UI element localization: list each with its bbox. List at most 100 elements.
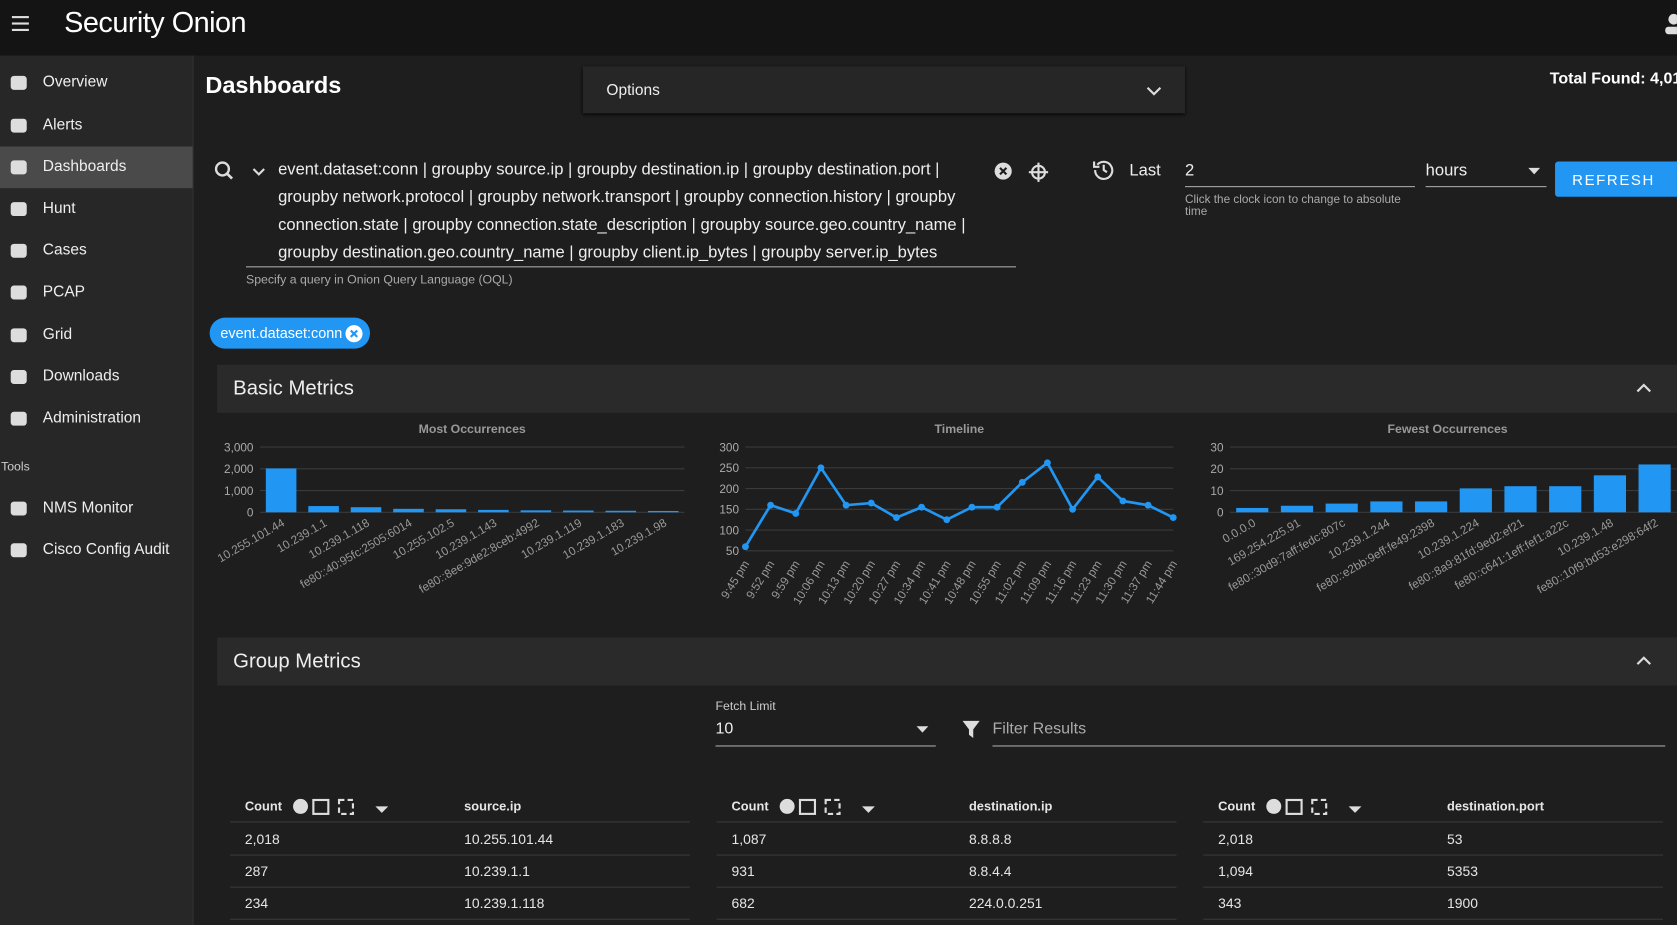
bar (1504, 486, 1537, 513)
nav-item[interactable]: Alerts (0, 105, 193, 147)
y-tick-label: 1,000 (224, 485, 254, 498)
chart-title: Timeline (935, 422, 985, 436)
group-metrics-header[interactable]: Group Metrics (217, 637, 1677, 686)
filter-icon (962, 720, 980, 738)
nav-icon (10, 370, 27, 384)
query-hint: Specify a query in Onion Query Language … (245, 273, 513, 287)
nav-item[interactable]: NMS Monitor (0, 488, 193, 530)
point (893, 514, 900, 522)
pie-icon (1266, 798, 1282, 814)
icon-shape (10, 285, 27, 300)
nav-label: Grid (42, 326, 73, 344)
nav-item[interactable]: Cases (0, 230, 193, 272)
nav-icon (10, 501, 27, 516)
y-tick-label: 100 (719, 524, 739, 537)
chart: Fewest Occurrences01020300.0.0.0169.254.… (1210, 422, 1677, 596)
menu-icon[interactable] (11, 15, 31, 32)
bar (647, 510, 679, 513)
table-cell: 8.8.4.4 (968, 863, 1012, 880)
y-tick-label: 50 (726, 545, 740, 558)
chart: Most Occurrences 0 1,000 2,000 3,000 10.255.1… (217, 422, 685, 596)
query-underline (245, 266, 1017, 268)
table-row: 2,018 10.255.101.44 (229, 822, 690, 856)
bar (478, 509, 509, 513)
bar-icon (1285, 798, 1303, 815)
table-row: 343 1900 (1203, 887, 1664, 920)
nav-icon (10, 285, 27, 300)
point (1069, 505, 1077, 513)
query-text[interactable]: event.dataset:conn | groupby source.ip |… (278, 160, 966, 263)
icon-shape (10, 75, 27, 90)
table-row: 287 10.239.1.1 (229, 855, 690, 888)
filter-chip[interactable]: event.dataset:conn (209, 317, 371, 349)
point (918, 503, 926, 511)
query-actions[interactable] (992, 160, 1051, 184)
refresh-button[interactable]: REFRESH (1555, 161, 1677, 197)
sort-icon (1348, 806, 1362, 813)
point (1018, 478, 1026, 486)
point (1043, 459, 1051, 467)
basic-metrics-header[interactable]: Basic Metrics (217, 364, 1677, 413)
range-unit[interactable]: hours (1425, 161, 1468, 180)
icon-shape (10, 202, 27, 217)
nav-item[interactable]: Dashboards (0, 146, 193, 189)
expand-icon (1311, 798, 1328, 815)
header-icons[interactable] (292, 798, 395, 817)
nav-label: PCAP (42, 283, 86, 301)
icon-shape (10, 243, 27, 258)
app-bar: Security Onion (0, 0, 1677, 56)
bar (1415, 501, 1448, 513)
sidebar: Overview Alerts Dashboards Hunt Cases PCAP Gri… (0, 55, 194, 925)
clock-icon[interactable] (1092, 158, 1116, 182)
table-cell: 5353 (1447, 863, 1478, 880)
icon-shape (10, 370, 27, 384)
icon-shape (10, 411, 27, 426)
bar (1280, 505, 1314, 513)
expand-icon (1146, 86, 1162, 96)
table-row: 234 10.239.1.118 (229, 887, 690, 920)
point (817, 464, 825, 472)
fetch-limit[interactable]: 10 (715, 719, 734, 738)
bar (435, 509, 467, 513)
nav-item[interactable]: Administration (0, 398, 193, 440)
nav-item[interactable]: PCAP (0, 272, 193, 314)
bar (265, 468, 297, 513)
table-row: 931 8.8.4.4 (716, 855, 1177, 888)
icon-shape (10, 118, 27, 133)
filter-input[interactable]: Filter Results (992, 719, 1087, 738)
point (1094, 473, 1102, 481)
table-cell: 10.239.1.1 (464, 863, 530, 880)
header-icons[interactable] (1265, 798, 1368, 817)
table-cell: 343 (1218, 895, 1242, 912)
y-tick-label: 10 (1210, 485, 1224, 498)
point (742, 543, 749, 551)
query-icons[interactable] (214, 160, 273, 181)
x-tick-label: 10.255.101.44 (217, 516, 287, 565)
options-label: Options (606, 82, 660, 100)
range-value[interactable]: 2 (1185, 161, 1195, 180)
y-tick-label: 250 (719, 462, 739, 475)
nav-item[interactable]: Cisco Config Audit (0, 529, 193, 571)
y-tick-label: 2,000 (224, 463, 254, 476)
nav-item[interactable]: Hunt (0, 188, 193, 230)
nav-label: Overview (42, 73, 108, 91)
pie-icon (779, 798, 795, 814)
table-row: 2,018 53 (1203, 822, 1664, 856)
table-cell: 8.8.8.8 (968, 831, 1012, 848)
point (1169, 514, 1177, 522)
bar (563, 510, 594, 513)
point (842, 501, 850, 509)
point (867, 499, 875, 507)
options-panel[interactable]: Options (582, 66, 1186, 114)
nav-item[interactable]: Overview (0, 62, 193, 104)
user-icon[interactable] (1663, 13, 1677, 37)
icon-shape (10, 543, 27, 558)
nav-item[interactable]: Grid (0, 314, 193, 356)
fetch-limit-label: Fetch Limit (715, 700, 776, 714)
header-icons[interactable] (779, 798, 882, 817)
bar (520, 510, 552, 513)
chip-close[interactable] (344, 324, 363, 343)
nav-item[interactable]: Downloads (0, 356, 193, 398)
fetch-underline (715, 745, 936, 747)
